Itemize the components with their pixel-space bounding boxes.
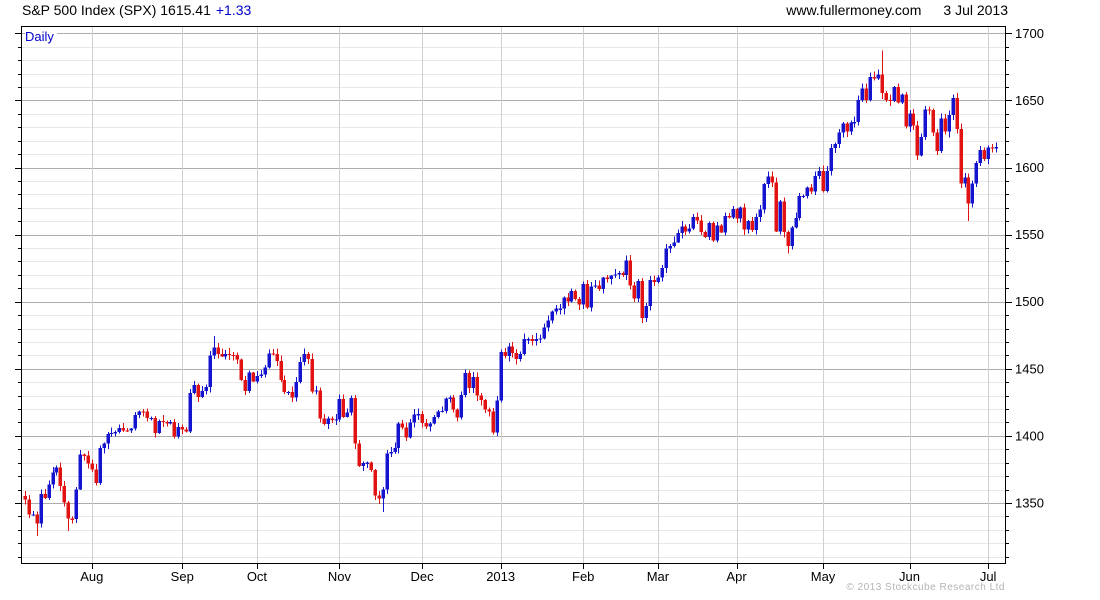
svg-text:Oct: Oct [247,569,268,584]
date-label: 3 Jul 2013 [943,2,1008,18]
title-bar: S&P 500 Index (SPX) 1615.41 +1.33 www.ful… [0,0,1100,24]
website-label: www.fullermoney.com [786,2,922,18]
svg-text:1600: 1600 [1015,160,1044,175]
chart-title-text: S&P 500 Index (SPX) 1615.41 [22,2,211,18]
grid-minor-layer [21,47,1006,558]
svg-text:Jul: Jul [980,569,997,584]
grid-month-layer [92,26,989,564]
price-change: +1.33 [215,2,252,18]
svg-text:Feb: Feb [572,569,594,584]
copyright-label: © 2013 Stockcube Research Ltd [846,582,1005,593]
svg-text:May: May [811,569,836,584]
svg-text:1350: 1350 [1015,495,1044,510]
candles-layer [23,50,998,536]
svg-text:Nov: Nov [328,569,352,584]
svg-text:Mar: Mar [647,569,670,584]
svg-text:1500: 1500 [1015,294,1044,309]
svg-text:1400: 1400 [1015,428,1044,443]
x-axis-labels: Aug Sep Oct Nov Dec 2013 Feb Mar Apr May Jun Jul [80,569,996,584]
svg-text:Dec: Dec [410,569,434,584]
svg-text:Jun: Jun [899,569,920,584]
svg-text:2013: 2013 [486,569,515,584]
y-axis-labels: 1700 1650 1600 1550 1500 1450 1400 1350 [1015,26,1044,511]
header-right: www.fullermoney.com 3 Jul 2013 [786,2,1008,18]
chart-title: S&P 500 Index (SPX) 1615.41 +1.33 [22,2,251,18]
svg-text:1650: 1650 [1015,93,1044,108]
svg-text:Sep: Sep [171,569,194,584]
svg-text:1700: 1700 [1015,26,1044,41]
grid-major-layer [21,33,1006,504]
svg-text:1450: 1450 [1015,361,1044,376]
svg-text:Apr: Apr [726,569,747,584]
axis-ticks [15,33,1012,569]
svg-text:1550: 1550 [1015,227,1044,242]
plot-border [21,26,1006,564]
timeframe-label: Daily [25,29,57,44]
svg-text:Aug: Aug [80,569,103,584]
